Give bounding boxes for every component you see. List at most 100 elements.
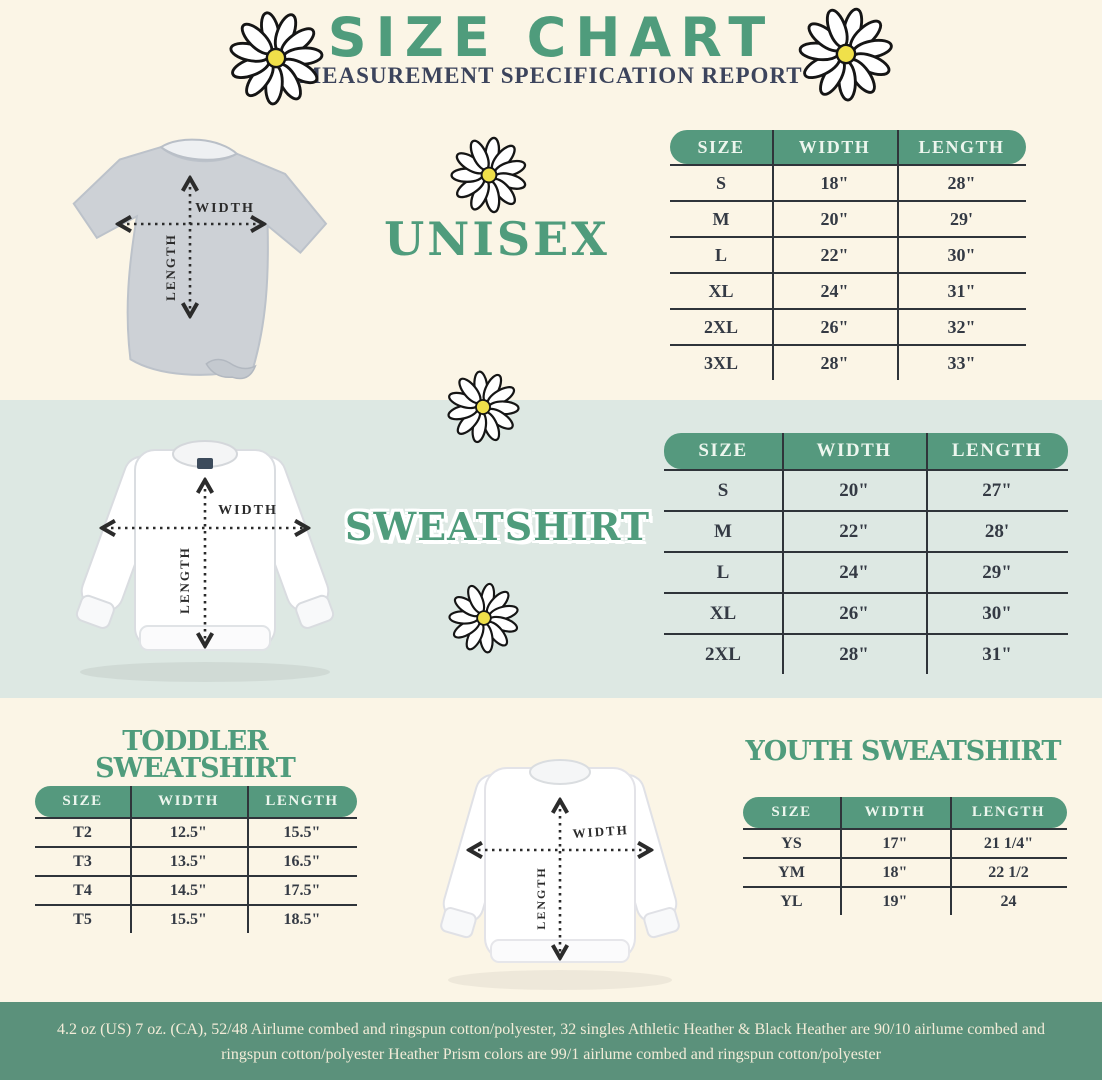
table-cell: 26" <box>839 602 869 624</box>
table-cell: 28" <box>947 172 976 193</box>
table-cell: 28' <box>984 520 1010 542</box>
table-cell: 22" <box>820 244 849 265</box>
column-header-width: WIDTH <box>158 793 219 809</box>
table-row: T2 12.5" 15.5" <box>35 817 357 846</box>
table-cell: 18.5" <box>283 910 321 928</box>
table-cell: S <box>715 172 726 193</box>
table-body: YS 17" 21 1/4" YM 18" 22 1/2 YL 19" 24 <box>743 828 1067 915</box>
length-label: LENGTH <box>177 546 192 614</box>
table-cell: M <box>714 520 732 542</box>
table-cell: 18" <box>882 863 908 881</box>
table-cell: L <box>714 244 727 265</box>
table-cell: 26" <box>820 316 849 337</box>
table-cell: 15.5" <box>283 823 321 841</box>
table-cell: 21 1/4" <box>983 834 1034 852</box>
table-cell: 29" <box>982 561 1012 583</box>
table-cell: 13.5" <box>170 852 207 870</box>
table-cell: 20" <box>820 208 849 229</box>
page-subtitle: MEASUREMENT SPECIFICATION REPORT <box>299 63 803 88</box>
column-header-size: SIZE <box>771 804 812 820</box>
daisy-icon <box>219 1 333 115</box>
table-row: T4 14.5" 17.5" <box>35 875 357 904</box>
column-divider <box>950 797 952 915</box>
table-cell: 29' <box>949 208 973 229</box>
sweatshirt-illustration: WIDTH LENGTH <box>75 440 335 682</box>
column-divider <box>247 786 249 933</box>
table-cell: 15.5" <box>170 910 207 928</box>
table-row: T3 13.5" 16.5" <box>35 846 357 875</box>
table-cell: 2XL <box>703 316 738 337</box>
column-divider <box>840 797 842 915</box>
table-row: L 22" 30" <box>670 236 1026 272</box>
youth-sweatshirt-title: YOUTH SWEATSHIRT <box>745 736 1061 767</box>
table-row: L 24" 29" <box>664 551 1068 592</box>
table-cell: 22 1/2 <box>988 863 1029 881</box>
tshirt-illustration: WIDTH LENGTH <box>72 138 328 380</box>
table-header-row: SIZE WIDTH LENGTH <box>35 786 357 817</box>
toddler-size-table: SIZE WIDTH LENGTH T2 12.5" 15.5" T3 13.5" 16.… <box>35 786 357 933</box>
page-title: SIZE CHART <box>327 6 775 69</box>
column-header-size: SIZE <box>698 440 748 461</box>
table-row: S 20" 27" <box>664 469 1068 510</box>
table-cell: XL <box>708 280 734 301</box>
table-cell: 2XL <box>705 643 741 665</box>
column-divider <box>130 786 132 933</box>
table-cell: XL <box>709 602 737 624</box>
table-cell: 22" <box>839 520 869 542</box>
length-label: LENGTH <box>534 866 548 929</box>
table-cell: 30" <box>947 244 976 265</box>
table-row: YL 19" 24 <box>743 886 1067 915</box>
column-header-size: SIZE <box>62 793 103 809</box>
table-row: 2XL 28" 31" <box>664 633 1068 674</box>
daisy-icon <box>444 131 534 219</box>
table-cell: 18" <box>820 172 849 193</box>
table-cell: T2 <box>73 823 92 841</box>
table-cell: 31" <box>982 643 1012 665</box>
column-divider <box>772 130 774 380</box>
daisy-icon <box>442 366 524 448</box>
sweatshirt-size-table: SIZE WIDTH LENGTH S 20" 27" M 22" 28' L 24" 29" X… <box>664 433 1068 674</box>
table-cell: 30" <box>982 602 1012 624</box>
table-cell: S <box>717 479 729 501</box>
table-body: S 18" 28" M 20" 29' L 22" 30" XL 24" 31" 2XL 26" 32" 3X… <box>670 164 1026 380</box>
table-cell: 14.5" <box>170 881 207 899</box>
column-header-width: WIDTH <box>816 440 892 461</box>
daisy-icon <box>442 576 526 660</box>
table-cell: YS <box>781 834 802 852</box>
table-cell: 17" <box>882 834 908 852</box>
table-cell: 17.5" <box>283 881 321 899</box>
fabric-description-line2: ringspun cotton/polyester Heather Prism … <box>221 1046 881 1063</box>
table-cell: L <box>716 561 730 583</box>
sweatshirt-title: SWEATSHIRT <box>345 504 651 549</box>
table-body: S 20" 27" M 22" 28' L 24" 29" XL 26" 30" 2XL 28" 31" <box>664 469 1068 674</box>
toddler-sweatshirt-title: TODDLER SWEATSHIRT <box>95 726 296 784</box>
table-row: M 20" 29' <box>670 200 1026 236</box>
table-cell: YL <box>780 892 803 910</box>
table-cell: 28" <box>820 352 849 373</box>
table-row: YM 18" 22 1/2 <box>743 857 1067 886</box>
table-row: T5 15.5" 18.5" <box>35 904 357 933</box>
table-row: S 18" 28" <box>670 164 1026 200</box>
width-label: WIDTH <box>195 201 255 216</box>
table-header-row: SIZE WIDTH LENGTH <box>664 433 1068 469</box>
table-cell: 16.5" <box>283 852 321 870</box>
kid-measure-arrows: WIDTH LENGTH <box>471 802 649 956</box>
column-header-length: LENGTH <box>265 793 339 809</box>
table-row: YS 17" 21 1/4" <box>743 828 1067 857</box>
sweatshirt-measure-arrows: WIDTH LENGTH <box>104 482 306 644</box>
column-header-size: SIZE <box>697 136 745 157</box>
column-header-length: LENGTH <box>971 804 1046 820</box>
table-cell: 12.5" <box>170 823 207 841</box>
table-cell: YM <box>778 863 805 881</box>
table-row: 3XL 28" 33" <box>670 344 1026 380</box>
column-header-width: WIDTH <box>798 136 871 157</box>
table-header-row: SIZE WIDTH LENGTH <box>743 797 1067 828</box>
table-cell: 24 <box>1000 892 1017 910</box>
unisex-title: UNISEX <box>384 212 610 266</box>
table-row: XL 24" 31" <box>670 272 1026 308</box>
table-cell: 27" <box>982 479 1012 501</box>
table-cell: 31" <box>947 280 976 301</box>
table-cell: 24" <box>839 561 869 583</box>
table-header-row: SIZE WIDTH LENGTH <box>670 130 1026 164</box>
